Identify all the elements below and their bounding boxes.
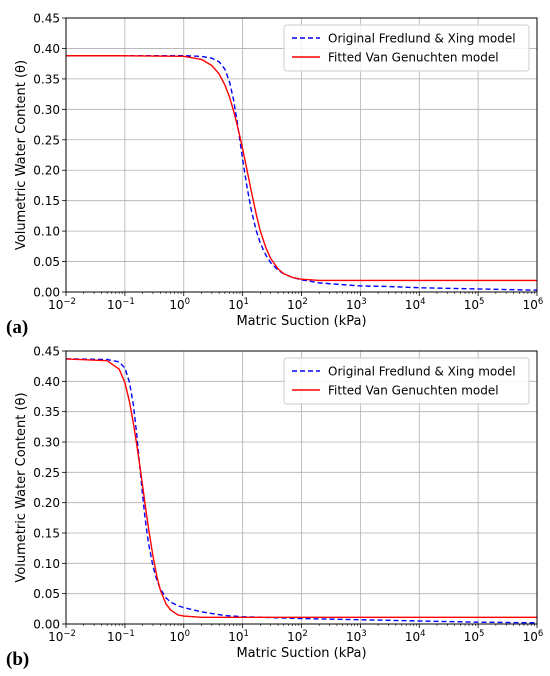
x-axis-label: Matric Suction (kPa) (236, 646, 366, 661)
x-tick-label: 103 (346, 629, 367, 644)
legend-label: Fitted Van Genuchten model (328, 51, 499, 65)
y-tick-label: 0.20 (33, 496, 60, 510)
x-tick-label: 104 (405, 297, 426, 312)
y-tick-label: 0.20 (33, 164, 60, 178)
x-tick-label: 10−2 (48, 629, 76, 644)
y-tick-label: 0.10 (33, 557, 60, 571)
y-tick-label: 0.15 (33, 527, 60, 541)
x-tick-label: 105 (464, 297, 485, 312)
y-tick-label: 0.10 (33, 225, 60, 239)
legend-label: Fitted Van Genuchten model (328, 384, 499, 398)
x-tick-label: 100 (169, 297, 190, 312)
axes-frame (65, 17, 538, 293)
y-tick-label: 0.40 (33, 375, 60, 389)
x-tick-label: 104 (405, 629, 426, 644)
y-tick-label: 0.15 (33, 194, 60, 208)
y-tick-label: 0.30 (33, 103, 60, 117)
legend-label: Original Fredlund & Xing model (328, 32, 516, 46)
y-tick-label: 0.45 (33, 345, 60, 359)
series-line-van-genuchten (66, 55, 537, 282)
axes-frame (65, 350, 538, 625)
x-tick-label: 10−2 (48, 297, 76, 312)
y-tick-label: 0.25 (33, 466, 60, 480)
x-tick-label: 105 (464, 629, 485, 644)
legend-box (283, 24, 530, 72)
y-tick-label: 0.35 (33, 72, 60, 86)
y-tick-label: 0.40 (33, 42, 60, 56)
x-tick-label: 106 (523, 297, 544, 312)
x-tick-label: 10−1 (107, 297, 135, 312)
x-tick-label: 106 (523, 629, 544, 644)
x-tick-label: 101 (228, 297, 249, 312)
x-tick-label: 102 (287, 297, 308, 312)
y-tick-label: 0.25 (33, 133, 60, 147)
panel-label-a: (a) (6, 317, 28, 338)
x-tick-label: 102 (287, 629, 308, 644)
y-axis-label: Volumetric Water Content (θ) (14, 60, 29, 250)
x-tick-label: 103 (346, 297, 367, 312)
y-tick-label: 0.45 (33, 12, 60, 26)
y-tick-label: 0.30 (33, 436, 60, 450)
x-axis-label: Matric Suction (kPa) (236, 314, 366, 329)
x-tick-label: 101 (228, 629, 249, 644)
series-line-fredlund-xing (66, 55, 538, 291)
chart-panel-b: 10−2 10−1 100 101 102 103 104 105 106 0.00 0.05 0.1… (14, 345, 543, 662)
y-tick-label: 0.00 (33, 286, 60, 300)
series-line-van-genuchten (65, 358, 537, 619)
y-tick-label: 0.05 (33, 587, 60, 601)
y-tick-label: 0.00 (33, 618, 60, 632)
y-axis-label: Volumetric Water Content (θ) (14, 392, 29, 582)
legend-box (283, 357, 530, 405)
x-tick-label: 10−1 (107, 629, 135, 644)
y-tick-label: 0.35 (33, 405, 60, 419)
legend-label: Original Fredlund & Xing model (328, 365, 516, 379)
x-tick-label: 100 (169, 629, 190, 644)
chart-panel-a: 10−2 10−1 100 101 102 103 104 105 106 0.00 0.05 0.1… (14, 12, 543, 330)
panel-label-b: (b) (6, 649, 29, 670)
y-tick-label: 0.05 (33, 255, 60, 269)
